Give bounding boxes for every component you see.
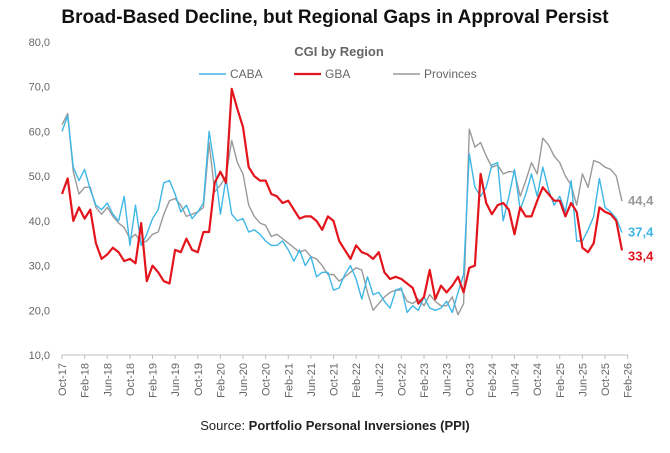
x-tick-label: Jun-19 — [170, 363, 182, 397]
legend-label-provinces: Provinces — [424, 67, 477, 81]
x-tick-label: Jun-23 — [442, 363, 454, 397]
end-label-provinces: 44,4 — [628, 193, 654, 208]
source-prefix: Source: — [200, 418, 249, 433]
x-tick-label: Feb-23 — [419, 363, 431, 398]
x-tick-label: Oct-17 — [57, 363, 69, 396]
x-tick-label: Jun-18 — [102, 363, 114, 397]
y-tick-label: 30,0 — [29, 261, 50, 273]
legend-label-gba: GBA — [325, 67, 350, 81]
x-tick-label: Oct-18 — [125, 363, 137, 396]
x-tick-label: Oct-20 — [261, 363, 273, 396]
series-line-caba — [61, 115, 623, 314]
x-tick-label: Feb-25 — [555, 363, 567, 398]
series-line-gba — [60, 87, 624, 305]
x-tick-label: Jun-25 — [577, 363, 589, 397]
series-line-provinces — [61, 112, 623, 316]
x-tick-label: Jun-24 — [510, 363, 522, 397]
x-tick-label: Jun-20 — [238, 363, 250, 397]
end-label-gba: 33,4 — [628, 248, 654, 263]
source-name: Portfolio Personal Inversiones (PPI) — [248, 418, 470, 433]
chart-title: Broad-Based Decline, but Regional Gaps i… — [61, 7, 609, 28]
end-label-caba: 37,4 — [628, 224, 654, 239]
y-tick-label: 80,0 — [29, 37, 50, 49]
x-tick-label: Oct-21 — [329, 363, 341, 396]
y-tick-label: 10,0 — [29, 350, 50, 362]
y-tick-label: 70,0 — [29, 82, 50, 94]
source-note: Source: Portfolio Personal Inversiones (… — [0, 418, 670, 433]
x-tick-label: Feb-24 — [487, 363, 499, 398]
x-tick-label: Oct-19 — [193, 363, 205, 396]
x-tick-label: Feb-20 — [215, 363, 227, 398]
x-tick-label: Oct-23 — [464, 363, 476, 396]
x-tick-label: Feb-18 — [80, 363, 92, 398]
x-tick-label: Jun-22 — [374, 363, 386, 397]
chart-subtitle: CGI by Region — [294, 44, 384, 59]
y-tick-label: 20,0 — [29, 305, 50, 317]
legend-label-caba: CABA — [230, 67, 263, 81]
y-tick-label: 50,0 — [29, 171, 50, 183]
x-tick-label: Oct-22 — [396, 363, 408, 396]
x-tick-label: Oct-24 — [532, 363, 544, 396]
y-tick-label: 60,0 — [29, 126, 50, 138]
y-tick-label: 40,0 — [29, 216, 50, 228]
x-tick-label: Feb-19 — [148, 363, 160, 398]
x-tick-label: Feb-22 — [351, 363, 363, 398]
x-tick-label: Feb-21 — [283, 363, 295, 398]
x-tick-label: Oct-25 — [600, 363, 612, 396]
x-tick-label: Feb-26 — [623, 363, 635, 398]
x-tick-label: Jun-21 — [306, 363, 318, 397]
